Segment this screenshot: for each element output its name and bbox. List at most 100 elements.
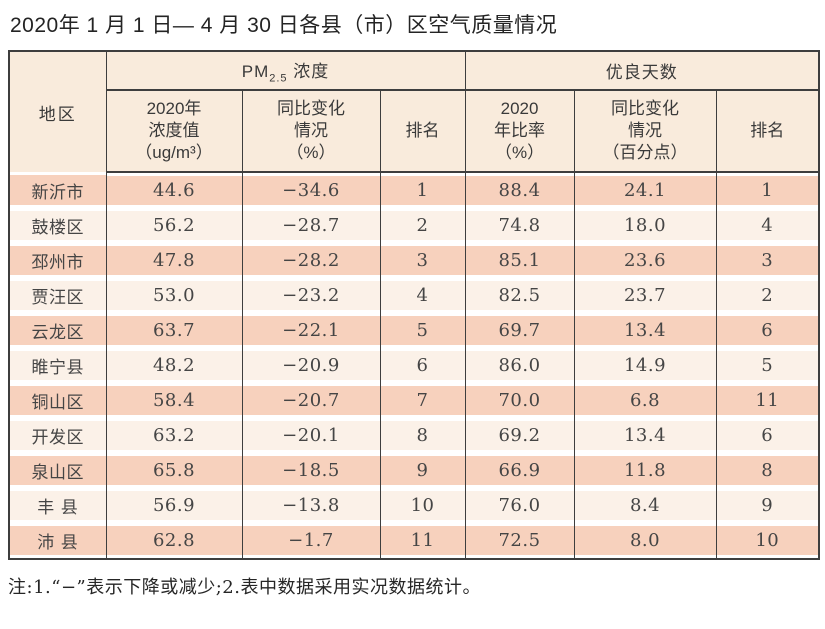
footnote: 注:1.“−”表示下降或减少;2.表中数据采用实况数据统计。 (8, 577, 481, 598)
cell-pm-rank: 4 (379, 278, 466, 313)
col-header-pm-change: 同比变化 情况 （%） (241, 90, 381, 173)
cell-gd-ratio: 69.7 (464, 313, 575, 348)
cell-gd-change: 13.4 (573, 313, 717, 348)
cell-gd-change: 8.0 (573, 523, 717, 559)
cell-pm-value: 62.8 (105, 523, 243, 559)
cell-region: 开发区 (8, 418, 107, 453)
cell-pm-change: −20.7 (241, 383, 381, 418)
article-page: 2020年 1 月 1 日— 4 月 30 日各县（市）区空气质量情况 地区 P… (0, 9, 825, 599)
cell-pm-value: 48.2 (105, 348, 243, 383)
cell-pm-rank: 5 (379, 313, 466, 348)
cell-gd-change: 24.1 (573, 172, 717, 208)
cell-pm-change: −1.7 (241, 523, 381, 559)
cell-gd-rank: 6 (715, 313, 820, 348)
cell-pm-rank: 1 (379, 172, 466, 208)
header-group-row: 地区 PM2.5 浓度 优良天数 (8, 51, 820, 172)
col-group-good-days: 优良天数 (464, 51, 820, 91)
table-row: 沛 县 62.8 −1.7 11 72.5 8.0 10 (8, 523, 820, 559)
cell-gd-ratio: 85.1 (464, 243, 575, 278)
page-title: 2020年 1 月 1 日— 4 月 30 日各县（市）区空气质量情况 (10, 14, 558, 37)
cell-pm-value: 65.8 (105, 453, 243, 488)
cell-gd-rank: 6 (715, 418, 820, 453)
col-header-pm-value: 2020年 浓度值 （ug/m³） (105, 90, 243, 173)
cell-gd-change: 14.9 (573, 348, 717, 383)
pm25-label-prefix: PM (241, 61, 270, 81)
cell-gd-rank: 10 (715, 523, 820, 559)
cell-gd-ratio: 69.2 (464, 418, 575, 453)
cell-gd-change: 18.0 (573, 208, 717, 243)
table-row: 开发区 63.2 −20.1 8 69.2 13.4 6 (8, 418, 820, 453)
cell-gd-ratio: 72.5 (464, 523, 575, 559)
cell-pm-value: 47.8 (105, 243, 243, 278)
table-row: 新沂市 44.6 −34.6 1 88.4 24.1 1 (8, 172, 820, 208)
cell-pm-rank: 8 (379, 418, 466, 453)
cell-pm-change: −23.2 (241, 278, 381, 313)
cell-pm-change: −28.2 (241, 243, 381, 278)
cell-pm-change: −20.9 (241, 348, 381, 383)
cell-pm-rank: 6 (379, 348, 466, 383)
cell-gd-ratio: 66.9 (464, 453, 575, 488)
cell-region: 沛 县 (8, 523, 107, 559)
cell-region: 云龙区 (8, 313, 107, 348)
cell-pm-value: 56.9 (105, 488, 243, 523)
table-row: 鼓楼区 56.2 −28.7 2 74.8 18.0 4 (8, 208, 820, 243)
cell-pm-rank: 2 (379, 208, 466, 243)
cell-pm-value: 56.2 (105, 208, 243, 243)
cell-gd-rank: 2 (715, 278, 820, 313)
table-row: 睢宁县 48.2 −20.9 6 86.0 14.9 5 (8, 348, 820, 383)
cell-pm-value: 63.2 (105, 418, 243, 453)
cell-pm-value: 63.7 (105, 313, 243, 348)
cell-pm-rank: 10 (379, 488, 466, 523)
cell-region: 睢宁县 (8, 348, 107, 383)
cell-gd-rank: 3 (715, 243, 820, 278)
pm25-subscript: 2.5 (269, 72, 288, 85)
col-header-pm-rank: 排名 (379, 90, 466, 173)
col-header-region: 地区 (8, 51, 107, 172)
cell-gd-rank: 4 (715, 208, 820, 243)
cell-pm-rank: 9 (379, 453, 466, 488)
cell-pm-rank: 7 (379, 383, 466, 418)
col-header-gd-change: 同比变化 情况 （百分点） (573, 90, 717, 173)
cell-region: 贾汪区 (8, 278, 107, 313)
cell-gd-ratio: 74.8 (464, 208, 575, 243)
cell-pm-value: 58.4 (105, 383, 243, 418)
cell-gd-ratio: 86.0 (464, 348, 575, 383)
col-header-gd-rank: 排名 (715, 90, 820, 173)
cell-gd-ratio: 70.0 (464, 383, 575, 418)
cell-gd-rank: 9 (715, 488, 820, 523)
cell-region: 邳州市 (8, 243, 107, 278)
header-sub-row: 2020年 浓度值 （ug/m³） 同比变化 情况 （%） 排名 2020 年比… (9, 90, 820, 173)
table-row: 泉山区 65.8 −18.5 9 66.9 11.8 8 (8, 453, 820, 488)
cell-gd-change: 6.8 (573, 383, 717, 418)
cell-gd-rank: 8 (715, 453, 820, 488)
col-group-pm25: PM2.5 浓度 (105, 51, 466, 91)
cell-region: 泉山区 (8, 453, 107, 488)
table-row: 云龙区 63.7 −22.1 5 69.7 13.4 6 (8, 313, 820, 348)
col-header-gd-ratio: 2020 年比率 （%） (464, 90, 575, 173)
cell-gd-rank: 1 (715, 172, 820, 208)
cell-pm-change: −28.7 (241, 208, 381, 243)
cell-gd-change: 13.4 (573, 418, 717, 453)
cell-pm-change: −20.1 (241, 418, 381, 453)
cell-pm-value: 53.0 (105, 278, 243, 313)
air-quality-table: 地区 PM2.5 浓度 优良天数 2020年 浓度值 （ug/m³） 同比变化 … (8, 50, 821, 560)
cell-gd-ratio: 82.5 (464, 278, 575, 313)
cell-gd-change: 11.8 (573, 453, 717, 488)
cell-pm-value: 44.6 (105, 172, 243, 208)
table-row: 丰 县 56.9 −13.8 10 76.0 8.4 9 (8, 488, 820, 523)
cell-gd-rank: 5 (715, 348, 820, 383)
table-body: 新沂市 44.6 −34.6 1 88.4 24.1 1 鼓楼区 56.2 −2… (8, 172, 820, 559)
cell-region: 丰 县 (8, 488, 107, 523)
table-row: 邳州市 47.8 −28.2 3 85.1 23.6 3 (8, 243, 820, 278)
cell-pm-change: −13.8 (241, 488, 381, 523)
table-row: 贾汪区 53.0 −23.2 4 82.5 23.7 2 (8, 278, 820, 313)
cell-gd-change: 23.7 (573, 278, 717, 313)
cell-gd-change: 23.6 (573, 243, 717, 278)
cell-pm-rank: 3 (379, 243, 466, 278)
cell-gd-ratio: 88.4 (464, 172, 575, 208)
table-header: 地区 PM2.5 浓度 优良天数 2020年 浓度值 （ug/m³） 同比变化 … (8, 51, 820, 173)
cell-region: 铜山区 (8, 383, 107, 418)
table-row: 铜山区 58.4 −20.7 7 70.0 6.8 11 (8, 383, 820, 418)
cell-pm-change: −34.6 (241, 172, 381, 208)
cell-gd-ratio: 76.0 (464, 488, 575, 523)
